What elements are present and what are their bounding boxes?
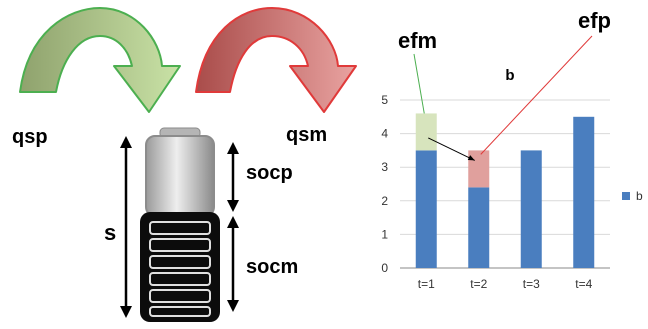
y-tick-label: 5 (381, 93, 388, 107)
bar-chart: 0 1 2 3 4 5 t=1 t=2 t=3 t=4 b b (381, 35, 643, 291)
qsp-label: qsp (12, 126, 48, 148)
bar (415, 150, 437, 268)
x-tick-label: t=3 (523, 277, 540, 291)
y-tick-label: 1 (381, 227, 388, 241)
transfer-arrowhead-icon (467, 155, 475, 161)
efm-label: efm (398, 28, 438, 53)
y-tick-label: 2 (381, 194, 388, 208)
y-tick-label: 3 (381, 160, 388, 174)
socp-label: socp (246, 162, 293, 184)
x-tick-label: t=4 (575, 277, 592, 291)
efp-label: efp (578, 8, 611, 33)
bar (468, 187, 490, 268)
transfer-arrow-icon (428, 137, 475, 161)
efm-overlay (415, 113, 437, 151)
efm-leader-line (413, 53, 425, 114)
legend-label: b (636, 189, 643, 203)
battery-icon (140, 127, 220, 322)
y-tick-label: 4 (381, 127, 388, 141)
bar (573, 116, 595, 268)
chart-title: b (505, 67, 514, 84)
socp-dimension-arrow-icon (227, 142, 239, 212)
qsm-label: qsm (286, 124, 328, 146)
green-curved-arrow-icon (19, 7, 181, 113)
socm-dimension-arrow-icon (227, 216, 239, 312)
socm-label: socm (246, 256, 299, 278)
bar (520, 150, 542, 268)
efp-overlay (468, 150, 490, 188)
x-tick-label: t=1 (418, 277, 435, 291)
efp-leader-line (480, 35, 593, 155)
s-dimension-arrow-icon (120, 136, 132, 318)
legend-swatch (622, 192, 630, 200)
y-tick-label: 0 (381, 261, 388, 275)
x-tick-label: t=2 (470, 277, 487, 291)
red-curved-arrow-icon (195, 7, 357, 113)
s-label: s (104, 220, 117, 245)
